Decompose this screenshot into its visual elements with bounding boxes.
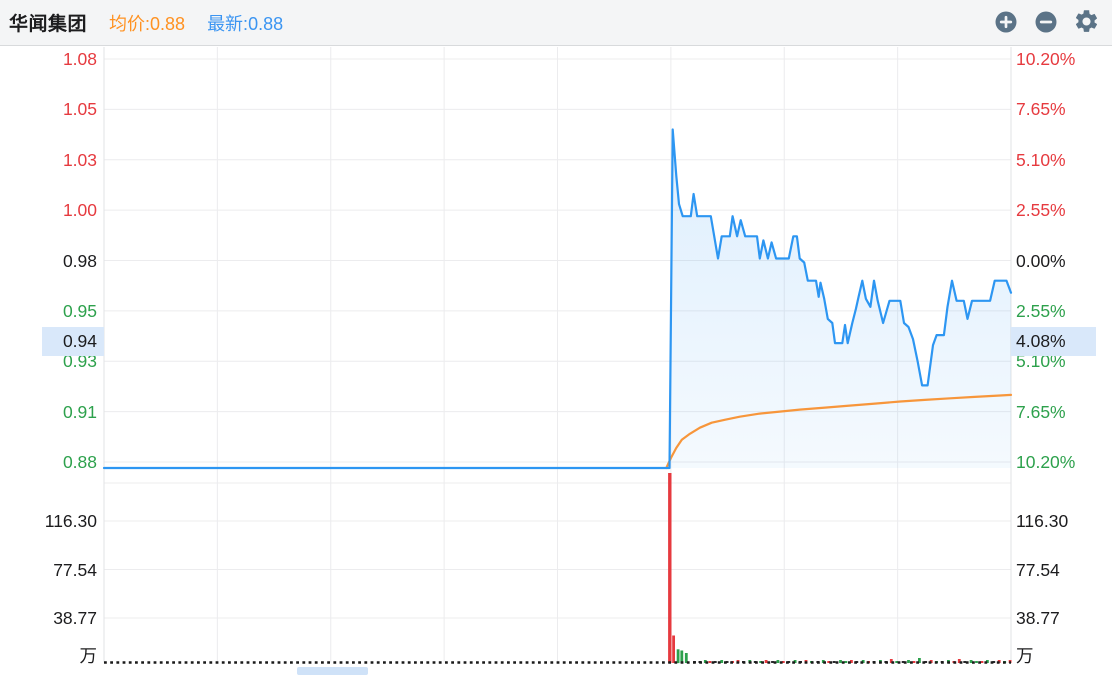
volume-bar <box>680 650 684 663</box>
volume-bar <box>907 660 910 663</box>
volume-bar <box>895 661 899 663</box>
volume-bar <box>980 661 984 663</box>
avg-price-label: 均价:0.88 <box>109 13 186 34</box>
stock-name: 华闻集团 <box>9 14 88 35</box>
gear-icon <box>1073 8 1100 38</box>
pct-tick-label: 10.20% <box>1016 49 1076 69</box>
pct-tick-label: 7.65% <box>1016 401 1066 422</box>
volume-tick-label: 万 <box>1016 646 1034 666</box>
volume-bar <box>850 660 853 663</box>
volume-tick-label: 38.77 <box>1016 608 1060 628</box>
volume-bar <box>832 661 836 663</box>
current-pct-badge: 4.08% <box>1011 327 1096 356</box>
price-tick-label: 0.93 <box>62 351 97 372</box>
volume-tick-label: 38.77 <box>53 608 97 628</box>
plus-circle-icon <box>994 10 1018 37</box>
last-price-label: 最新:0.88 <box>207 13 284 34</box>
volume-bar <box>713 661 717 663</box>
volume-bar <box>672 635 675 663</box>
price-tick-label: 1.00 <box>62 200 97 221</box>
volume-bar <box>676 649 680 664</box>
price-tick-label: 0.91 <box>62 401 97 422</box>
pct-tick-label: 0.00% <box>1016 250 1066 271</box>
volume-bar <box>912 661 916 663</box>
price-tick-label: 0.95 <box>62 300 97 321</box>
volume-bar <box>957 659 961 663</box>
volume-bar <box>901 661 905 663</box>
volume-bar <box>708 661 712 663</box>
volume-bar <box>764 660 768 663</box>
pct-tick-label: 5.10% <box>1016 149 1066 170</box>
volume-bar <box>787 661 791 663</box>
zoom-out-button[interactable] <box>1026 3 1066 43</box>
volume-bar <box>793 660 797 663</box>
price-area-fill <box>104 129 1011 469</box>
volume-tick-label: 万 <box>79 646 98 666</box>
price-tick-label: 0.88 <box>62 452 97 472</box>
volume-bar <box>781 661 785 663</box>
price-tick-label: 1.08 <box>62 49 97 69</box>
price-tick-label: 1.05 <box>62 99 97 120</box>
volume-tick-label: 77.54 <box>53 559 97 580</box>
volume-bar <box>725 661 729 663</box>
pct-tick-label: 2.55% <box>1016 300 1066 321</box>
volume-tick-label: 116.30 <box>1016 511 1069 531</box>
volume-bar <box>986 660 989 663</box>
price-line <box>102 128 1013 470</box>
volume-bar <box>771 661 774 663</box>
time-scrollbar-thumb[interactable] <box>297 667 368 675</box>
current-price-badge: 0.94 <box>42 327 104 356</box>
volume-bar <box>776 660 780 663</box>
volume-bar <box>720 660 724 663</box>
volume-bar <box>844 661 848 663</box>
volume-bar <box>703 660 707 663</box>
volume-tick-label: 77.54 <box>1016 559 1060 580</box>
header: 华闻集团 均价:0.88 最新:0.88 <box>0 0 1112 46</box>
volume-bar <box>889 659 893 663</box>
settings-button[interactable] <box>1066 3 1106 43</box>
volume-bar <box>684 653 688 663</box>
volume-bar <box>839 660 842 663</box>
volume-bar <box>992 661 996 663</box>
volume-bar <box>924 661 928 663</box>
price-tick-label: 1.03 <box>62 149 97 170</box>
volume-bar <box>759 661 763 663</box>
avg-price-line <box>665 393 1013 470</box>
volume-bar <box>918 658 921 663</box>
pct-tick-label: 2.55% <box>1016 200 1066 221</box>
pct-tick-label: 5.10% <box>1016 351 1066 372</box>
zoom-in-button[interactable] <box>986 3 1026 43</box>
volume-bar <box>969 660 973 663</box>
pct-tick-label: 10.20% <box>1016 452 1076 472</box>
volume-bar <box>827 661 831 663</box>
price-tick-label: 0.98 <box>62 250 97 271</box>
pct-tick-label: 7.65% <box>1016 99 1066 120</box>
volume-bar <box>668 473 672 663</box>
volume-bar <box>963 661 967 663</box>
header-buttons <box>986 0 1106 46</box>
volume-bar <box>975 661 978 663</box>
minus-circle-icon <box>1034 10 1058 37</box>
volume-tick-label: 116.30 <box>44 511 97 531</box>
